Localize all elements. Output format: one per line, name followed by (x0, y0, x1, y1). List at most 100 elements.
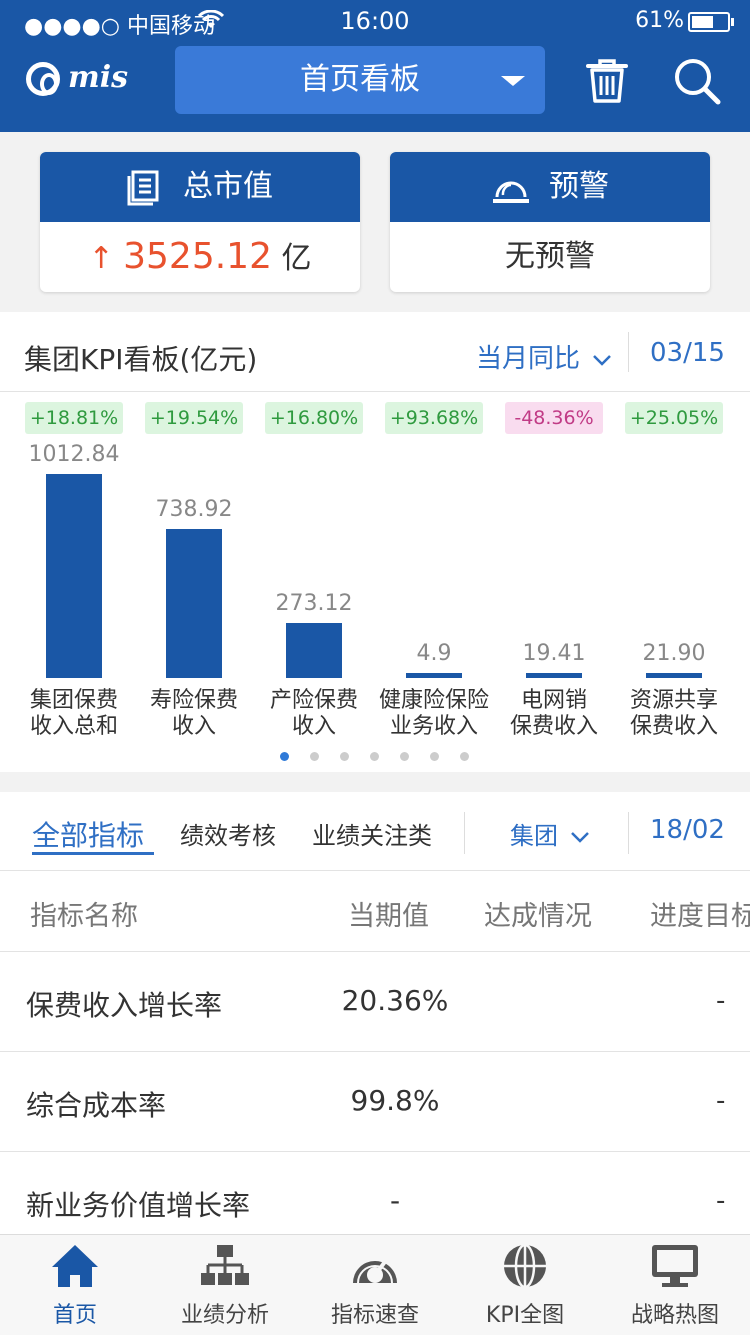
indicator-name: 综合成本率 (26, 1089, 167, 1122)
tab-performance-analysis-label: 业绩分析 (180, 1303, 269, 1328)
bar-value-label: 1012.84 (28, 442, 120, 467)
status-bar: ●●●●○ 中国移动 16:00 61% (0, 0, 750, 40)
carrier-text: ●●●●○ 中国移动 (24, 14, 215, 39)
bar[interactable] (46, 474, 102, 678)
divider (628, 812, 629, 854)
indicator-progress: - (716, 1186, 726, 1216)
divider (464, 812, 465, 854)
search-icon[interactable] (672, 56, 722, 106)
indicator-date-picker[interactable]: 18/02 (650, 815, 725, 845)
home-icon (52, 1245, 98, 1287)
market-value-header: 总市值 (40, 152, 360, 222)
page-dot[interactable] (370, 752, 379, 761)
indicator-name: 保费收入增长率 (26, 989, 223, 1022)
divider (0, 870, 750, 871)
market-value-unit: 亿 (281, 241, 312, 276)
indicator-progress: - (716, 1086, 726, 1116)
change-badge: +18.81% (25, 402, 123, 434)
bar[interactable] (646, 673, 702, 678)
gauge-icon (353, 1253, 397, 1284)
market-value-body: ↑ 3525.12 亿 (40, 222, 360, 292)
change-badge: +19.54% (145, 402, 243, 434)
scope-select-label: 集团 (510, 822, 558, 850)
kpi-filter-label: 当月同比 (476, 344, 581, 374)
divider (0, 1051, 750, 1052)
tab-strategy-heatmap-label: 战略热图 (630, 1303, 719, 1328)
page-dot[interactable] (430, 752, 439, 761)
battery-fill (692, 16, 713, 28)
bar-value-label: 4.9 (416, 641, 452, 666)
arrow-up-icon: ↑ (88, 241, 114, 276)
logo-text: mis (68, 60, 129, 95)
divider (628, 332, 629, 372)
indicator-progress: - (716, 986, 726, 1016)
column-header-progress-target: 进度目标 (650, 901, 750, 932)
tab-strategy-heatmap[interactable]: 战略热图 (600, 1235, 750, 1335)
monitor-icon (652, 1245, 698, 1287)
divider (0, 1151, 750, 1152)
change-badge: +25.05% (625, 402, 723, 434)
tab-performance-analysis[interactable]: 业绩分析 (150, 1235, 300, 1335)
kpi-board-panel (0, 312, 750, 772)
warning-card[interactable]: 预警 无预警 (390, 152, 710, 292)
tab-performance-focus[interactable]: 业绩关注类 (312, 822, 432, 850)
tab-indicator-lookup[interactable]: 指标速查 (300, 1235, 450, 1335)
app-header: ●●●●○ 中国移动 16:00 61% mis 首页看板 (0, 0, 750, 132)
tab-kpi-overview-label: KPI全图 (485, 1303, 565, 1328)
category-label: 健康险保险 业务收入 (378, 688, 489, 739)
bar[interactable] (286, 622, 342, 678)
page-dot[interactable] (280, 752, 289, 761)
page-dot[interactable] (400, 752, 409, 761)
page-dot[interactable] (340, 752, 349, 761)
category-label: 产险保费 收入 (269, 688, 358, 739)
logo-mark (26, 62, 60, 96)
dashboard-select[interactable]: 首页看板 (175, 46, 545, 114)
warning-title: 预警 (549, 169, 609, 204)
bottom-tab-bar: 首页 业绩分析 指标速查 KPI全图 (0, 1234, 750, 1335)
chevron-down-icon (593, 354, 612, 366)
market-value-amount: 3525.12 (123, 236, 272, 277)
bar-value-label: 738.92 (155, 497, 233, 523)
kpi-board-title: 集团KPI看板(亿元) (24, 343, 258, 376)
indicator-value: 20.36% (341, 984, 449, 1017)
divider (0, 951, 750, 952)
bar-value-label: 19.41 (522, 641, 586, 666)
kpi-filter-select[interactable]: 当月同比 (476, 338, 612, 375)
indicator-panel (0, 792, 750, 1234)
warning-header: 预警 (390, 152, 710, 222)
column-header-name: 指标名称 (30, 901, 138, 932)
tab-home-label: 首页 (52, 1303, 97, 1328)
scope-select[interactable]: 集团 (510, 816, 590, 851)
wifi-icon (198, 10, 224, 28)
tab-performance-review[interactable]: 绩效考核 (180, 822, 276, 850)
market-value-title: 总市值 (183, 169, 273, 204)
bar[interactable] (526, 673, 582, 678)
bar[interactable] (406, 673, 462, 678)
column-header-achievement: 达成情况 (484, 901, 592, 932)
tab-indicator-lookup-label: 指标速查 (330, 1303, 419, 1328)
category-label: 寿险保费 收入 (149, 688, 238, 739)
category-label: 电网销 保费收入 (509, 688, 598, 739)
bar[interactable] (166, 529, 222, 678)
org-chart-icon (201, 1245, 249, 1285)
tab-kpi-overview[interactable]: KPI全图 (450, 1235, 600, 1335)
kpi-date-picker[interactable]: 03/15 (650, 338, 725, 368)
globe-icon (504, 1243, 546, 1289)
change-badge: -48.36% (505, 402, 603, 434)
bar-value-label: 21.90 (642, 641, 706, 666)
app-logo: mis (26, 58, 154, 104)
bar-value-label: 273.12 (275, 590, 353, 616)
category-label: 集团保费 收入总和 (29, 688, 118, 739)
market-value-card[interactable]: 总市值 ↑ 3525.12 亿 (40, 152, 360, 292)
indicator-name: 新业务价值增长率 (26, 1189, 251, 1222)
tab-home[interactable]: 首页 (0, 1235, 150, 1335)
divider (0, 391, 750, 392)
tab-all-indicators[interactable]: 全部指标 (32, 819, 145, 852)
chevron-down-icon (501, 76, 525, 86)
chevron-down-icon (570, 832, 589, 843)
page-dot[interactable] (460, 752, 469, 761)
change-badge: +16.80% (265, 402, 363, 434)
page-dot[interactable] (310, 752, 319, 761)
trash-icon[interactable] (582, 56, 632, 106)
document-icon (127, 170, 159, 205)
